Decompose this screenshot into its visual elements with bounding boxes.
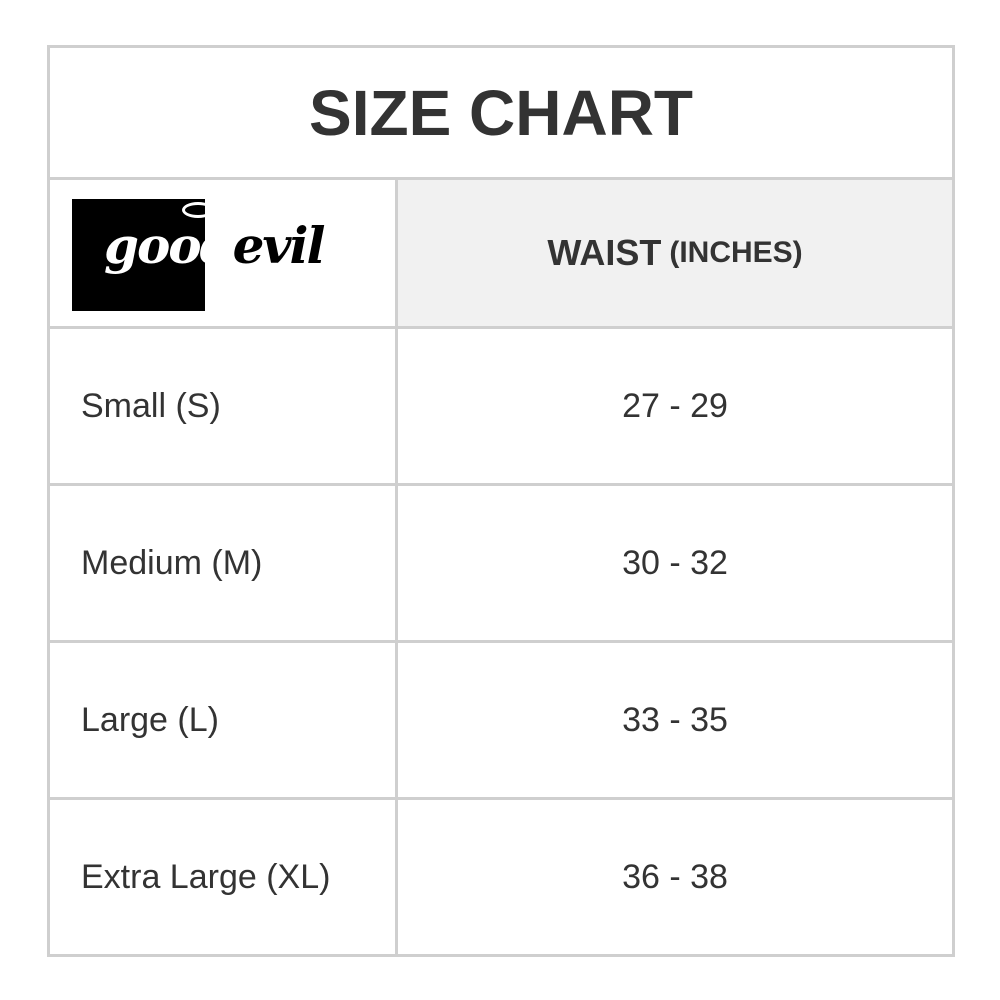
unit-label: (INCHES) (669, 236, 803, 269)
table-row: Extra Large (XL) 36 - 38 (50, 800, 952, 954)
header-row: goodevil WAIST (INCHES) (50, 180, 952, 329)
waist-cell: 30 - 32 (622, 543, 728, 582)
table-row: Small (S) 27 - 29 (50, 329, 952, 486)
table-row: Medium (M) 30 - 32 (50, 486, 952, 643)
table-row: Large (L) 33 - 35 (50, 643, 952, 800)
waist-cell: 33 - 35 (622, 700, 728, 739)
waist-cell: 27 - 29 (622, 386, 728, 425)
size-chart-table: SIZE CHART goodevil WAIST (INCHES) Small … (47, 45, 955, 957)
waist-label: WAIST (547, 232, 662, 273)
size-cell: Large (L) (50, 643, 398, 797)
logo-cell: goodevil (50, 180, 398, 326)
chart-title: SIZE CHART (50, 48, 952, 180)
waist-cell: 36 - 38 (622, 857, 728, 896)
size-cell: Small (S) (50, 329, 398, 483)
size-cell: Medium (M) (50, 486, 398, 640)
waist-header: WAIST (INCHES) (398, 180, 952, 326)
size-cell: Extra Large (XL) (50, 800, 398, 954)
brand-logo: goodevil (72, 196, 325, 311)
